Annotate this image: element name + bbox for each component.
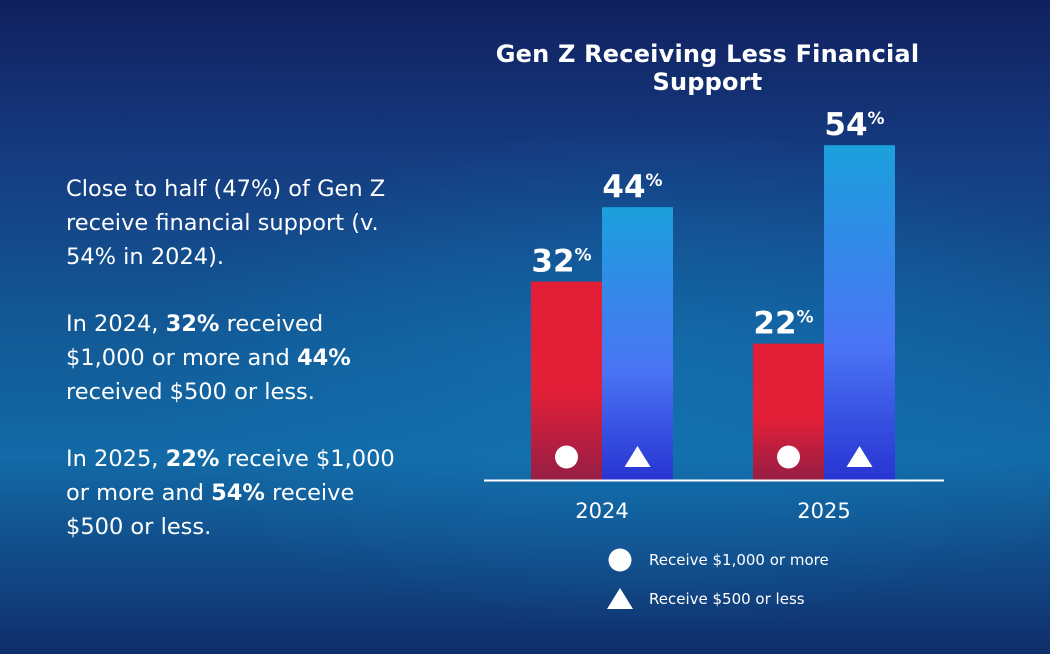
- legend-item: Receive $500 or less: [607, 588, 805, 609]
- bar-value-label: 22%: [753, 306, 813, 342]
- bar-value-label: 54%: [824, 107, 884, 143]
- summary-paragraph-3: In 2025, 22% receive $1,000 or more and …: [66, 446, 395, 540]
- legend-item: Receive $1,000 or more: [608, 548, 829, 572]
- summary-paragraph-1: Close to half (47%) of Gen Z receive fin…: [66, 176, 386, 270]
- bar-2024-500-or-less: [602, 207, 673, 480]
- chart-title: Gen Z Receiving Less Financial Support: [495, 40, 920, 96]
- x-tick-label: 2024: [575, 499, 628, 523]
- triangle-icon: [846, 446, 873, 467]
- stat-2025-500: 54%: [211, 480, 265, 506]
- bar-value-label: 32%: [531, 244, 591, 280]
- stat-2025-1000: 22%: [165, 446, 220, 472]
- triangle-icon: [607, 588, 633, 609]
- bar-2025-500-or-less: [824, 145, 895, 480]
- summary-paragraph-2: In 2024, 32% received $1,000 or more and…: [66, 311, 351, 405]
- stat-2024-500: 44%: [296, 345, 351, 371]
- bars-group: 32% 44% 22% 54%: [531, 107, 895, 480]
- x-tick-label: 2025: [797, 499, 850, 523]
- bar-value-label: 44%: [602, 169, 662, 205]
- legend: Receive $1,000 or more Receive $500 or le…: [607, 548, 829, 609]
- legend-label: Receive $1,000 or more: [649, 551, 829, 569]
- stat-2024-1000: 32%: [165, 311, 220, 337]
- circle-icon: [777, 445, 800, 469]
- circle-icon: [608, 548, 632, 572]
- circle-icon: [555, 445, 578, 469]
- x-tick-labels: 2024 2025: [575, 499, 850, 523]
- summary-text: Close to half (47%) of Gen Z receive fin…: [66, 172, 406, 577]
- triangle-icon: [624, 446, 651, 467]
- legend-label: Receive $500 or less: [649, 590, 805, 608]
